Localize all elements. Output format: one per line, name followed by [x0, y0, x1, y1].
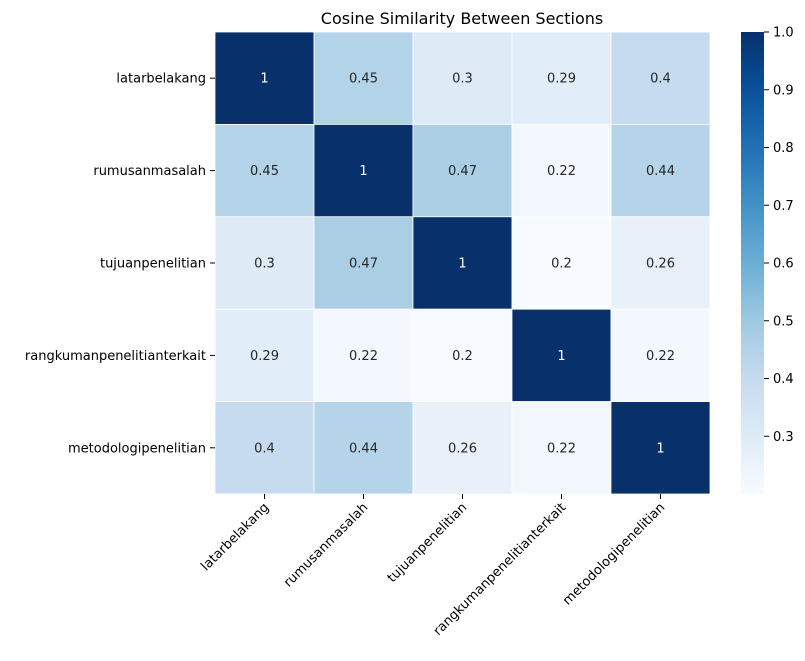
cell-value-label: 0.3 [254, 257, 275, 272]
x-tick-label: metodologipenelitian [560, 500, 668, 608]
x-tick-label: rumusanmasalah [281, 500, 371, 590]
cell-value-label: 1 [458, 257, 466, 272]
cell-value-label: 0.45 [250, 164, 279, 179]
y-tick-label: rumusanmasalah [93, 164, 206, 179]
heatmap-cell [610, 401, 711, 495]
colorbar-tick-label: 0.5 [773, 314, 794, 329]
heatmap-cell [511, 31, 612, 125]
cell-value-label: 1 [359, 164, 367, 179]
colorbar: 0.3 0.4 0.5 0.6 0.7 0.8 0.9 1.0 [741, 26, 794, 494]
heatmap-cell [412, 31, 513, 125]
heatmap-cell [313, 308, 414, 403]
colorbar-tick-label: 0.4 [773, 372, 794, 387]
heatmap-cell [313, 31, 414, 125]
x-axis-ticks: latarbelakang rumusanmasalah tujuanpenelit… [198, 494, 668, 639]
colorbar-tick-label: 0.9 [773, 83, 794, 98]
colorbar-gradient [741, 32, 764, 494]
heatmap-cell [412, 308, 513, 403]
colorbar-tick-label: 0.7 [773, 199, 794, 214]
cell-value-label: 0.45 [349, 72, 378, 87]
heatmap-cell [214, 124, 315, 218]
cell-value-label: 0.22 [646, 349, 675, 364]
heatmap-cell [610, 124, 711, 218]
y-tick-label: tujuanpenelitian [100, 257, 206, 272]
colorbar-tick-label: 0.6 [773, 257, 794, 272]
heatmap-cell [610, 31, 711, 125]
cell-value-label: 0.2 [452, 349, 473, 364]
y-tick-label: rangkumanpenelitianterkait [25, 349, 206, 364]
heatmap-cell [511, 216, 612, 310]
heatmap-cells: 1 0.45 0.3 0.29 0.4 0.45 1 0.47 0.22 0.44 0.3 0.47 1… [214, 31, 711, 495]
heatmap-cell [412, 216, 513, 310]
heatmap-cell [610, 216, 711, 310]
y-axis-ticks: latarbelakang rumusanmasalah tujuanpenelit… [25, 72, 215, 456]
y-tick-label: metodologipenelitian [68, 441, 206, 456]
cell-value-label: 0.22 [547, 441, 576, 456]
x-tick-label: tujuanpenelitian [385, 500, 471, 586]
cell-value-label: 0.44 [646, 164, 675, 179]
cell-value-label: 1 [656, 441, 664, 456]
heatmap-cell [610, 308, 711, 403]
heatmap-cell [412, 401, 513, 495]
cell-value-label: 0.3 [452, 72, 473, 87]
cell-value-label: 0.26 [448, 441, 477, 456]
cell-value-label: 0.44 [349, 441, 378, 456]
cell-value-label: 0.47 [349, 257, 378, 272]
cell-value-label: 0.4 [254, 441, 275, 456]
cell-value-label: 0.47 [448, 164, 477, 179]
x-tick-label: latarbelakang [198, 500, 272, 574]
heatmap-cell [313, 401, 414, 495]
cell-value-label: 1 [260, 72, 268, 87]
cell-value-label: 0.29 [547, 72, 576, 87]
heatmap-cell [412, 124, 513, 218]
heatmap-cell [511, 308, 612, 403]
cell-value-label: 0.26 [646, 257, 675, 272]
chart-title: Cosine Similarity Between Sections [321, 9, 603, 28]
heatmap-cell [214, 31, 315, 125]
colorbar-tick-label: 1.0 [773, 26, 794, 41]
y-tick-label: latarbelakang [116, 72, 206, 87]
cell-value-label: 0.4 [650, 72, 671, 87]
cell-value-label: 0.2 [551, 257, 572, 272]
colorbar-tick-label: 0.3 [773, 430, 794, 445]
heatmap-cell [214, 401, 315, 495]
cell-value-label: 1 [557, 349, 565, 364]
cell-value-label: 0.22 [547, 164, 576, 179]
colorbar-tick-label: 0.8 [773, 141, 794, 156]
cell-value-label: 0.29 [250, 349, 279, 364]
cell-value-label: 0.22 [349, 349, 378, 364]
colorbar-ticks: 0.3 0.4 0.5 0.6 0.7 0.8 0.9 1.0 [764, 26, 794, 445]
heatmap-cell [313, 216, 414, 310]
